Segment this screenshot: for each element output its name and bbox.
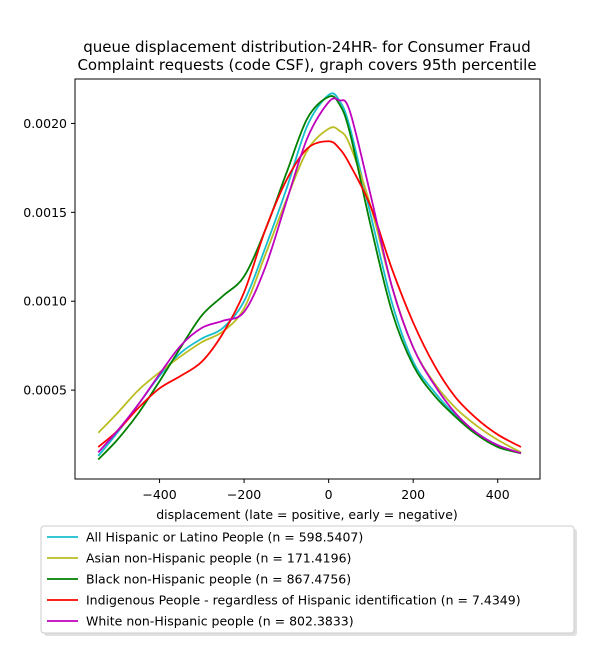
plot-area-frame (74, 78, 541, 480)
x-tick-label: 200 (401, 487, 425, 502)
series-line-3 (97, 95, 522, 461)
ticks-layer: −400 −200 0 200 400 0.0005 0.0010 0.0015 0.0020 (23, 116, 509, 502)
legend: All Hispanic or Latino People (n = 598.5… (40, 525, 577, 636)
legend-frame (40, 525, 575, 634)
series-layer (97, 92, 522, 461)
x-axis-label: displacement (late = positive, early = n… (156, 507, 458, 522)
legend-label-4: Indigenous People - regardless of Hispan… (86, 593, 521, 608)
y-tick-label: 0.0005 (23, 383, 67, 398)
legend-label-5: White non-Hispanic people (n = 802.3833) (86, 614, 354, 629)
legend-label-3: Black non-Hispanic people (n = 867.4756) (86, 572, 351, 587)
series-line-5 (97, 97, 522, 455)
chart-title-line-2: Complaint requests (code CSF), graph cov… (77, 56, 536, 74)
y-tick-label: 0.0015 (23, 205, 67, 220)
x-tick-label: −200 (227, 487, 261, 502)
y-tick-label: 0.0010 (23, 294, 67, 309)
x-tick-label: 400 (486, 487, 510, 502)
y-tick-label: 0.0020 (23, 116, 67, 131)
x-tick-label: 0 (325, 487, 333, 502)
x-tick-label: −400 (142, 487, 176, 502)
chart-title-line-1: queue displacement distribution-24HR- fo… (83, 38, 530, 56)
legend-label-1: All Hispanic or Latino People (n = 598.5… (86, 530, 363, 545)
legend-label-2: Asian non-Hispanic people (n = 171.4196) (86, 551, 351, 566)
series-line-4 (97, 140, 522, 448)
legend-items: All Hispanic or Latino People (n = 598.5… (47, 530, 521, 629)
series-line-2 (97, 126, 522, 454)
